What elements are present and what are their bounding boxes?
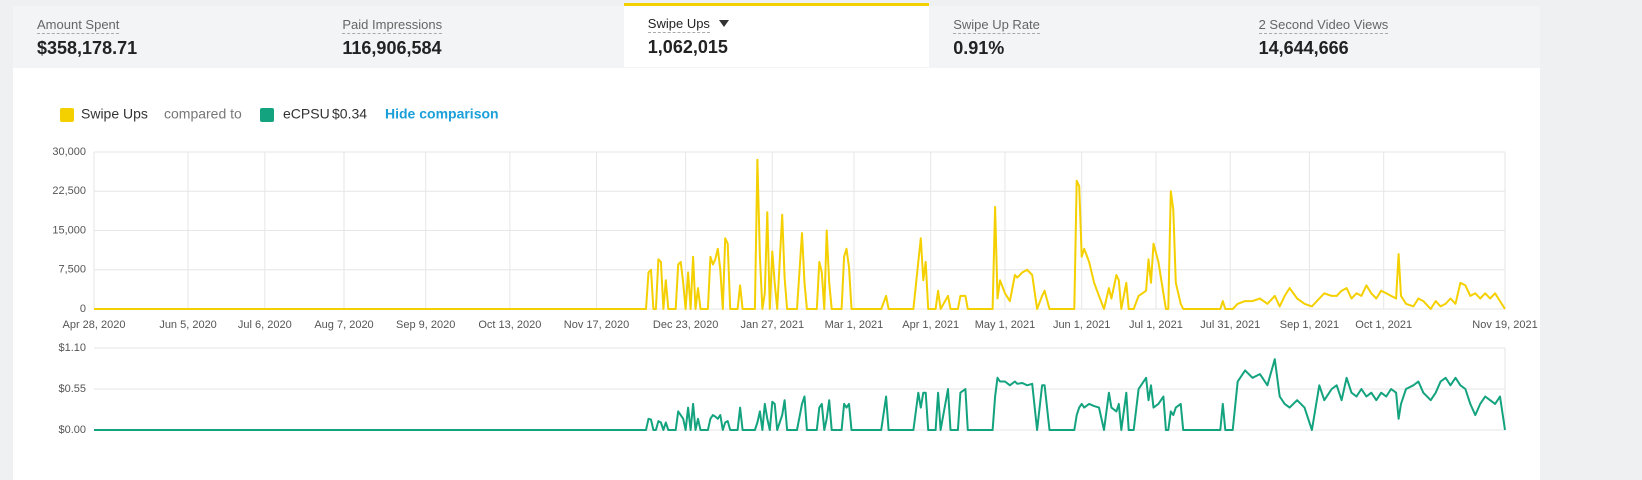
metric-tabs: Amount Spent $358,178.71 Paid Impressions 1… <box>13 3 1540 68</box>
x-tick-label: Aug 7, 2020 <box>314 319 373 331</box>
metric-label: Swipe Ups <box>647 16 710 33</box>
x-tick-label: Sep 9, 2020 <box>396 319 455 331</box>
x-tick-label: Jun 5, 2020 <box>159 319 217 331</box>
x-tick-label: Mar 1, 2021 <box>825 319 884 331</box>
metric-value: 1,062,015 <box>647 37 728 57</box>
y-tick-label: $0.55 <box>58 383 86 395</box>
metric-label: 2 Second Video Views <box>1258 17 1389 34</box>
x-tick-label: Dec 23, 2020 <box>653 319 718 331</box>
dropdown-icon[interactable] <box>718 19 730 29</box>
x-tick-label: Jul 6, 2020 <box>238 319 292 331</box>
metric-tab[interactable]: Swipe Up Rate 0.91% <box>929 6 1234 68</box>
legend-swatch <box>60 108 74 122</box>
legend-label: eCPSU <box>283 106 330 122</box>
metric-tab[interactable]: Swipe Ups 1,062,015 <box>623 3 930 67</box>
y-tick-label: 30,000 <box>52 146 86 158</box>
x-tick-label: Nov 17, 2020 <box>564 319 629 331</box>
legend-swatch <box>260 108 274 122</box>
metric-value: 0.91% <box>953 38 1005 58</box>
chart-panel <box>13 68 1540 480</box>
legend-value: $0.34 <box>332 106 367 122</box>
x-tick-label: Oct 13, 2020 <box>478 319 541 331</box>
x-tick-label: Apr 1, 2021 <box>902 319 959 331</box>
metric-tab[interactable]: Paid Impressions 116,906,584 <box>318 6 623 68</box>
y-tick-label: 0 <box>80 303 86 315</box>
y-tick-label: 22,500 <box>52 185 86 197</box>
x-tick-label: Nov 19, 2021 <box>1472 319 1537 331</box>
metric-label: Amount Spent <box>37 17 120 34</box>
metric-tab[interactable]: Amount Spent $358,178.71 <box>13 6 318 68</box>
y-tick-label: $1.10 <box>58 342 86 354</box>
metric-value: 116,906,584 <box>342 38 442 58</box>
metric-tab[interactable]: 2 Second Video Views 14,644,666 <box>1235 6 1540 68</box>
x-tick-label: Jul 1, 2021 <box>1129 319 1183 331</box>
legend-label: Swipe Ups <box>81 106 148 122</box>
y-tick-label: 15,000 <box>52 224 86 236</box>
y-tick-label: 7,500 <box>58 264 86 276</box>
x-tick-label: Jul 31, 2021 <box>1200 319 1260 331</box>
hide-comparison[interactable]: Hide comparison <box>385 106 499 122</box>
x-tick-label: Apr 28, 2020 <box>63 319 126 331</box>
y-tick-label: $0.00 <box>58 424 86 436</box>
metric-label: Swipe Up Rate <box>953 17 1040 34</box>
x-tick-label: Jun 1, 2021 <box>1053 319 1111 331</box>
metric-value: $358,178.71 <box>37 38 138 58</box>
x-tick-label: May 1, 2021 <box>975 319 1036 331</box>
metric-value: 14,644,666 <box>1258 38 1349 58</box>
data-line <box>94 158 1506 310</box>
legend-compared: compared to <box>164 106 242 122</box>
x-tick-label: Jan 27, 2021 <box>740 319 804 331</box>
metric-label: Paid Impressions <box>342 17 443 34</box>
x-tick-label: Oct 1, 2021 <box>1355 319 1412 331</box>
x-tick-label: Sep 1, 2021 <box>1280 319 1339 331</box>
data-line <box>94 358 1506 431</box>
